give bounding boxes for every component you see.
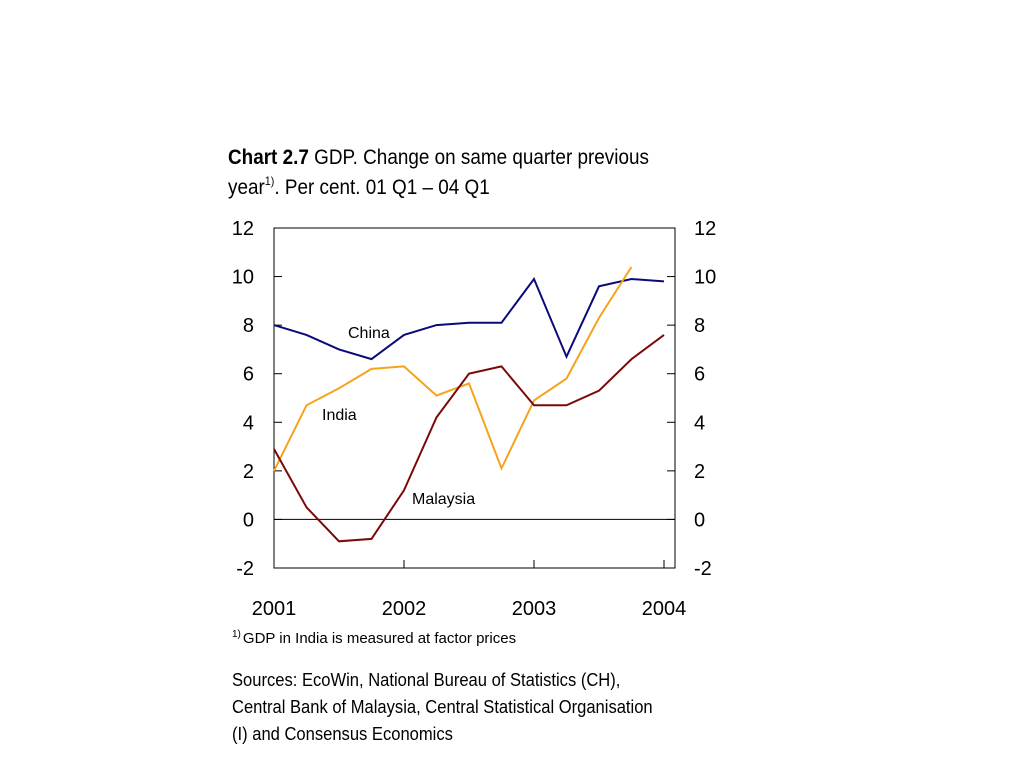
y-tick-label-left: 2 [243,461,254,483]
x-tick-label: 2002 [382,598,427,620]
y-tick-label-right: 8 [694,315,705,337]
series-lines [273,266,665,543]
footnote: 1) GDP in India is measured at factor pri… [232,629,517,648]
title-line1: GDP. Change on same quarter previous [308,146,649,169]
x-tick-label: 2004 [642,598,687,620]
title-footnote-marker: 1) [264,174,275,188]
sources-line-1: Sources: EcoWin, National Bureau of Stat… [232,670,621,690]
axis-labels: -2 -2 0 0 2 2 4 4 6 6 8 8 10 10 12 12 2001 2002 2003 2004 Ch… [232,218,717,620]
x-tick-label: 2003 [512,598,557,620]
series-label-india: India [322,407,357,424]
series-label-malaysia: Malaysia [412,491,475,508]
series-label-china: China [348,325,390,342]
y-tick-label-left: 10 [232,267,254,289]
plot-border [273,227,676,569]
y-tick-label-left: 4 [243,412,254,434]
y-tick-label-left: 12 [232,218,254,240]
sources: Sources: EcoWin, National Bureau of Stat… [232,667,692,748]
y-tick-label-right: 2 [694,461,705,483]
y-tick-label-right: 0 [694,509,705,531]
chart-title: Chart 2.7 GDP. Change on same quarter pr… [228,143,678,203]
y-tick-label-left: 8 [243,315,254,337]
footnote-text: GDP in India is measured at factor price… [242,630,517,647]
axis-ticks [273,227,675,569]
y-tick-label-right: 10 [694,267,716,289]
title-line2: . Per cent. 01 Q1 – 04 Q1 [274,176,490,199]
title-line2-start: year [228,176,265,199]
series-line-china [273,276,665,361]
sources-line-2: Central Bank of Malaysia, Central Statis… [232,697,653,717]
y-tick-label-left: 0 [243,509,254,531]
y-tick-label-left: -2 [236,558,254,580]
y-tick-label-right: 12 [694,218,716,240]
y-tick-label-right: 4 [694,412,705,434]
y-tick-label-right: 6 [694,364,705,386]
series-line-india [273,266,633,472]
x-tick-label: 2001 [252,598,297,620]
sources-line-3: (I) and Consensus Economics [232,724,453,744]
series-line-malaysia [273,334,665,543]
y-tick-label-right: -2 [694,558,712,580]
plot-frame [273,227,676,569]
chart-number: Chart 2.7 [228,146,309,169]
y-tick-label-left: 6 [243,364,254,386]
footnote-marker: 1) [232,629,241,640]
